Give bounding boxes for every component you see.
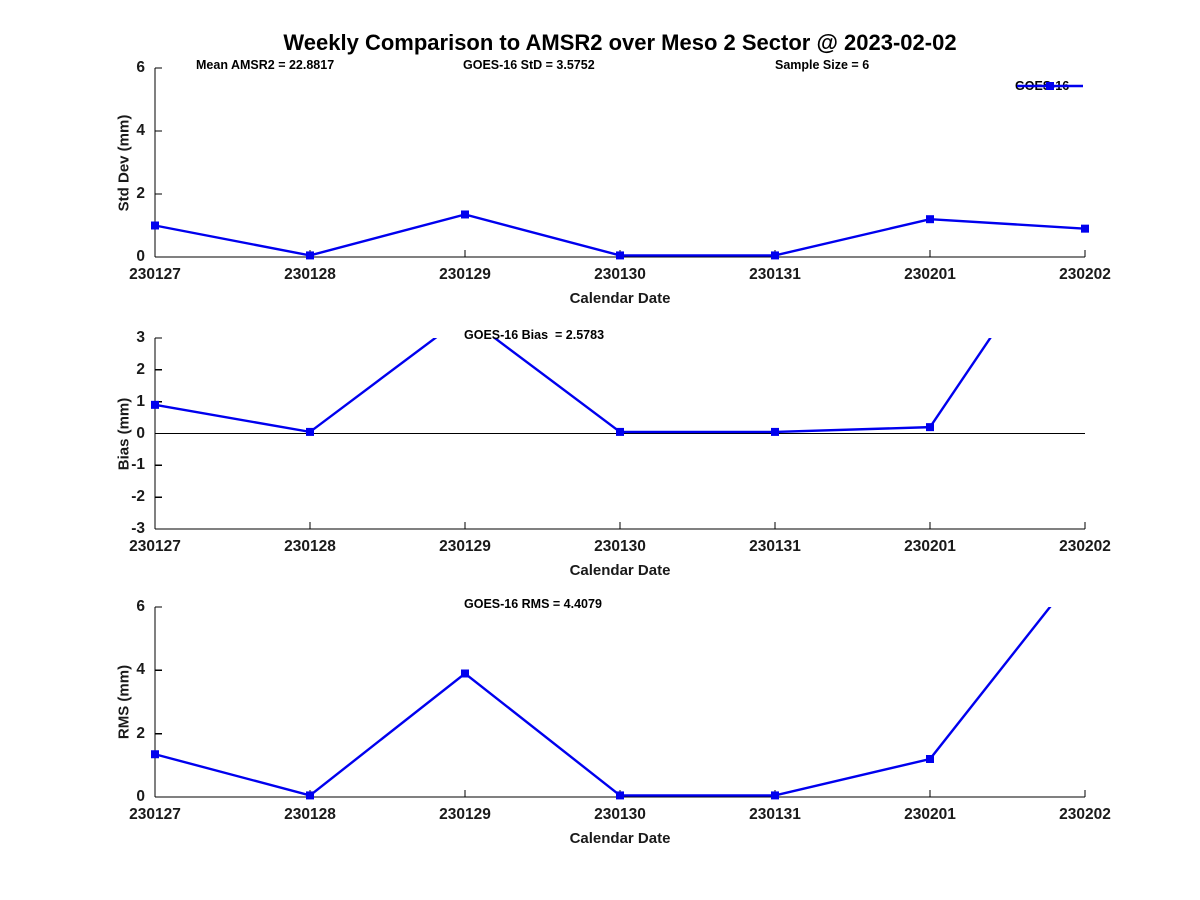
bias-xtick-label: 230128 (284, 538, 336, 555)
bias-xtick-label: 230131 (749, 538, 801, 555)
rms-xtick-label: 230131 (749, 806, 801, 823)
std-dev-ytick-label: 6 (136, 59, 145, 76)
rms-xtick-label: 230129 (439, 806, 491, 823)
bias-ytick-label: 0 (136, 424, 145, 442)
rms-goes16-line (154, 607, 1052, 797)
bias-xaxis-label: Calendar Date (569, 562, 671, 579)
bias-goes16-marker (771, 427, 779, 436)
rms-xtick-label: 230130 (594, 806, 646, 823)
rms-xtick-label: 230202 (1059, 806, 1111, 823)
legend: GOES-16 (1015, 79, 1083, 93)
bias-goes16-marker (926, 423, 934, 432)
std-dev-annotation: Mean AMSR2 = 22.8817 (196, 58, 335, 72)
bias-goes16-line (154, 338, 992, 434)
std-dev-goes16-marker (616, 251, 624, 260)
rms-goes16-marker (306, 791, 314, 800)
bias-xtick-label: 230129 (439, 538, 491, 555)
rms-xtick-label: 230128 (284, 806, 336, 823)
bias-yaxis-label: Bias (mm) (115, 397, 133, 470)
std-dev-yaxis-label: Std Dev (mm) (115, 114, 133, 211)
rms-annotation: GOES-16 RMS = 4.4079 (464, 597, 602, 611)
std-dev-xtick-label: 230131 (749, 266, 801, 283)
std-dev-ytick-label: 0 (136, 248, 145, 265)
std-dev-goes16-line (154, 213, 1086, 257)
bias-annotation: GOES-16 Bias = 2.5783 (464, 328, 605, 342)
figure-title: Weekly Comparison to AMSR2 over Meso 2 S… (283, 30, 957, 55)
bias-ytick-label: -1 (131, 456, 145, 474)
std-dev-xtick-label: 230128 (284, 266, 336, 283)
rms-ytick-label: 0 (136, 788, 145, 805)
std-dev-xtick-label: 230202 (1059, 266, 1111, 283)
rms-ytick-label: 2 (136, 724, 145, 742)
rms-goes16-marker (616, 791, 624, 800)
std-dev-xtick-label: 230130 (594, 266, 646, 283)
std-dev-annotation: GOES-16 StD = 3.5752 (463, 58, 595, 72)
bias-goes16-marker (306, 427, 314, 436)
bias-ytick-label: -3 (131, 520, 145, 537)
std-dev-xtick-label: 230127 (129, 266, 181, 283)
std-dev-xtick-label: 230129 (439, 266, 491, 283)
rms-goes16-marker (461, 669, 469, 678)
bias-xtick-label: 230127 (129, 538, 181, 555)
bias-ytick-label: 2 (136, 360, 145, 378)
std-dev-goes16-marker (1081, 224, 1089, 233)
rms-goes16-marker (151, 750, 159, 759)
rms-goes16-marker (771, 791, 779, 800)
bias-xtick-label: 230201 (904, 538, 956, 555)
rms-yaxis-label: RMS (mm) (115, 664, 133, 740)
bias-ytick-label: -2 (131, 488, 145, 506)
bias-xtick-label: 230202 (1059, 538, 1111, 555)
rms-xaxis-label: Calendar Date (569, 830, 671, 847)
rms-ytick-label: 6 (136, 598, 145, 615)
rms-ytick-label: 4 (136, 661, 145, 679)
std-dev-goes16-marker (771, 251, 779, 260)
rms-xtick-label: 230201 (904, 806, 956, 823)
std-dev-ytick-label: 2 (136, 185, 145, 202)
std-dev-xaxis-label: Calendar Date (569, 290, 671, 307)
bias-xtick-label: 230130 (594, 538, 646, 555)
std-dev-annotation: Sample Size = 6 (775, 58, 870, 72)
std-dev-goes16-marker (306, 251, 314, 260)
bias-goes16-marker (151, 400, 159, 409)
bias-ytick-label: 1 (136, 392, 145, 410)
std-dev-goes16-marker (926, 215, 934, 224)
std-dev-goes16-marker (461, 210, 469, 219)
std-dev-xtick-label: 230201 (904, 266, 956, 283)
bias-goes16-marker (616, 427, 624, 436)
rms-goes16-marker (926, 755, 934, 763)
std-dev-ytick-label: 4 (136, 122, 145, 139)
rms-xtick-label: 230127 (129, 806, 181, 823)
std-dev-goes16-marker (151, 221, 159, 230)
bias-ytick-label: 3 (136, 329, 145, 346)
legend-line-marker-icon (1017, 82, 1083, 90)
